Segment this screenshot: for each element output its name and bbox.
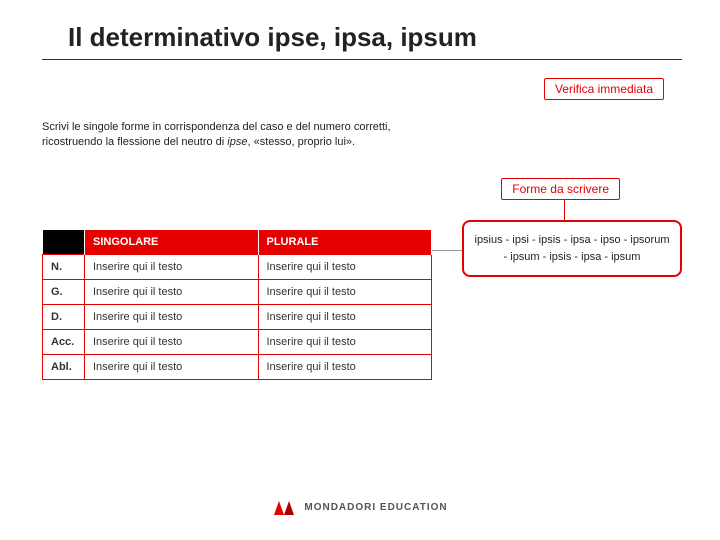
cell-input[interactable]: Inserire qui il testo <box>85 305 259 330</box>
page-title: Il determinativo ipse, ipsa, ipsum <box>0 0 720 59</box>
table-row: Acc. Inserire qui il testo Inserire qui … <box>43 330 432 355</box>
cell-input[interactable]: Inserire qui il testo <box>258 305 432 330</box>
instruction-tail: , «stesso, proprio lui». <box>247 136 355 148</box>
col-plurale: PLURALE <box>258 230 432 255</box>
row-label: D. <box>43 305 85 330</box>
cell-input[interactable]: Inserire qui il testo <box>258 255 432 280</box>
forme-badge-text: Forme da scrivere <box>512 182 609 196</box>
table-header-row: SINGOLARE PLURALE <box>43 230 432 255</box>
cell-input[interactable]: Inserire qui il testo <box>85 280 259 305</box>
publisher-logo: MONDADORI EDUCATION <box>272 497 447 517</box>
table-row: N. Inserire qui il testo Inserire qui il… <box>43 255 432 280</box>
logo-text: MONDADORI EDUCATION <box>304 502 447 513</box>
row-label: Acc. <box>43 330 85 355</box>
title-underline <box>42 59 682 60</box>
table-row: G. Inserire qui il testo Inserire qui il… <box>43 280 432 305</box>
table-corner-cell <box>43 230 85 255</box>
row-label: G. <box>43 280 85 305</box>
instruction-line2: ricostruendo la flessione del neutro di <box>42 136 227 148</box>
col-singolare: SINGOLARE <box>85 230 259 255</box>
title-text: Il determinativo ipse, ipsa, ipsum <box>68 22 477 52</box>
cell-input[interactable]: Inserire qui il testo <box>85 355 259 380</box>
footer: MONDADORI EDUCATION <box>0 497 720 522</box>
table-row: Abl. Inserire qui il testo Inserire qui … <box>43 355 432 380</box>
logo-icon <box>272 497 296 517</box>
cell-input[interactable]: Inserire qui il testo <box>258 355 432 380</box>
forme-badge: Forme da scrivere <box>501 178 620 200</box>
verifica-badge-text: Verifica immediata <box>555 82 653 96</box>
cell-input[interactable]: Inserire qui il testo <box>85 255 259 280</box>
cell-input[interactable]: Inserire qui il testo <box>258 280 432 305</box>
cell-input[interactable]: Inserire qui il testo <box>258 330 432 355</box>
instruction-line1: Scrivi le singole forme in corrispondenz… <box>42 121 391 133</box>
leader-line <box>432 250 462 251</box>
instruction-text: Scrivi le singole forme in corrispondenz… <box>42 120 391 150</box>
instruction-italic: ipse <box>227 136 247 148</box>
row-label: N. <box>43 255 85 280</box>
table-row: D. Inserire qui il testo Inserire qui il… <box>43 305 432 330</box>
verifica-badge: Verifica immediata <box>544 78 664 100</box>
cell-input[interactable]: Inserire qui il testo <box>85 330 259 355</box>
declension-table: SINGOLARE PLURALE N. Inserire qui il tes… <box>42 230 432 380</box>
word-bank-text: ipsius - ipsi - ipsis - ipsa - ipso - ip… <box>475 234 670 263</box>
row-label: Abl. <box>43 355 85 380</box>
word-bank: ipsius - ipsi - ipsis - ipsa - ipso - ip… <box>462 220 682 277</box>
